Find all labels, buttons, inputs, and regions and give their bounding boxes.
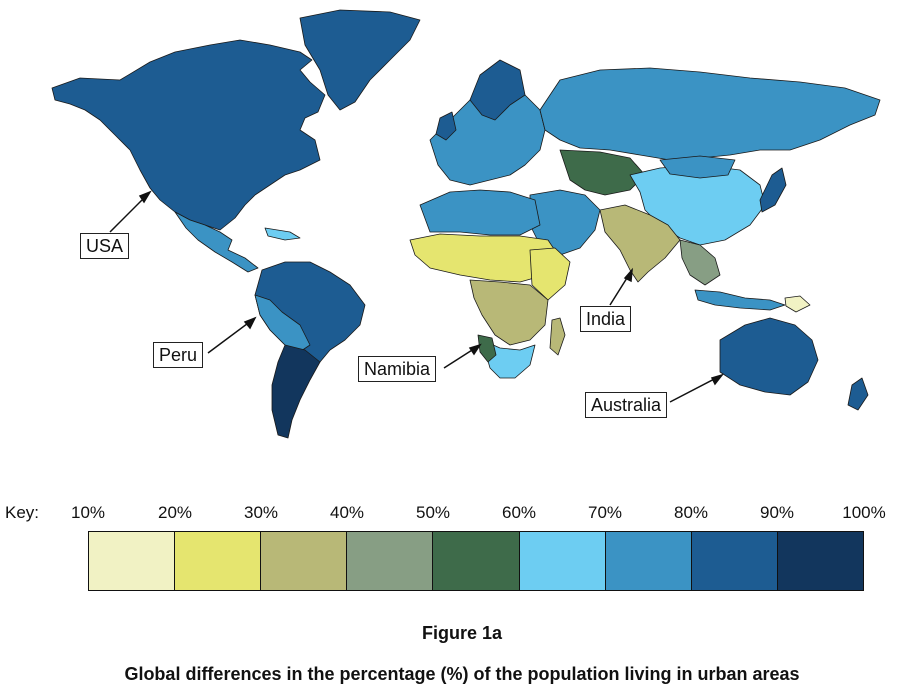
figure-label: Figure 1a	[421, 623, 503, 643]
legend-swatch	[261, 532, 348, 590]
legend-swatch	[433, 532, 520, 590]
region-scandinavia	[469, 59, 526, 121]
region-east-africa	[529, 247, 571, 301]
region-uk	[435, 111, 457, 141]
legend-swatch	[347, 532, 434, 590]
region-russia	[539, 67, 881, 161]
legend-swatch	[691, 532, 778, 590]
region-australia	[719, 317, 819, 396]
key-tick: 90%	[759, 503, 795, 522]
key-tick: 100%	[842, 503, 886, 522]
callout-australia: Australia	[585, 392, 668, 418]
region-caribbean	[264, 227, 301, 241]
key-tick: 80%	[673, 503, 709, 522]
region-greenland	[299, 9, 421, 111]
legend-swatch	[519, 532, 606, 590]
region-argentina	[271, 344, 321, 439]
callout-namibia: Namibia	[358, 356, 437, 382]
callout-india: India	[580, 306, 632, 332]
region-middle-east	[529, 189, 601, 256]
region-central-america	[174, 211, 259, 273]
region-japan	[759, 167, 787, 213]
region-png	[784, 295, 811, 313]
key-tick: 50%	[415, 503, 451, 522]
callout-peru: Peru	[153, 342, 204, 368]
region-madagascar	[549, 317, 566, 356]
region-india	[599, 204, 681, 283]
legend-color-bar	[88, 531, 864, 591]
key-tick: 40%	[329, 503, 365, 522]
region-north-america	[51, 39, 326, 231]
region-central-africa	[469, 279, 549, 346]
callout-usa: USA	[80, 233, 130, 259]
region-new-zealand	[847, 377, 869, 411]
world-map	[51, 9, 881, 439]
key-title: Key:	[5, 503, 40, 522]
key-tick: 60%	[501, 503, 537, 522]
key-tick: 70%	[587, 503, 623, 522]
legend-swatch	[89, 532, 176, 590]
region-central-asia	[559, 149, 646, 196]
region-southern-africa	[481, 339, 536, 379]
legend-swatch	[777, 532, 863, 590]
key-tick: 20%	[157, 503, 193, 522]
region-indonesia	[694, 289, 786, 311]
region-mongolia	[659, 155, 736, 179]
figure-caption: Global differences in the percentage (%)…	[124, 664, 800, 684]
key-tick: 10%	[70, 503, 106, 522]
legend-swatch	[605, 532, 692, 590]
region-namibia	[477, 334, 497, 363]
region-southeast-asia	[679, 239, 721, 286]
legend-swatch	[175, 532, 262, 590]
key-tick: 30%	[243, 503, 279, 522]
region-north-africa	[419, 189, 541, 236]
